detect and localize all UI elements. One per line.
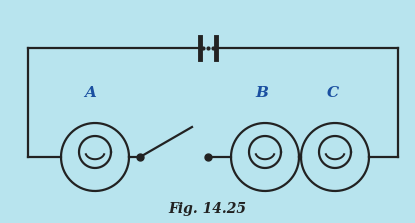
Text: A: A [84, 86, 96, 100]
Text: C: C [327, 86, 339, 100]
Text: B: B [256, 86, 269, 100]
Text: Fig. 14.25: Fig. 14.25 [168, 202, 246, 216]
